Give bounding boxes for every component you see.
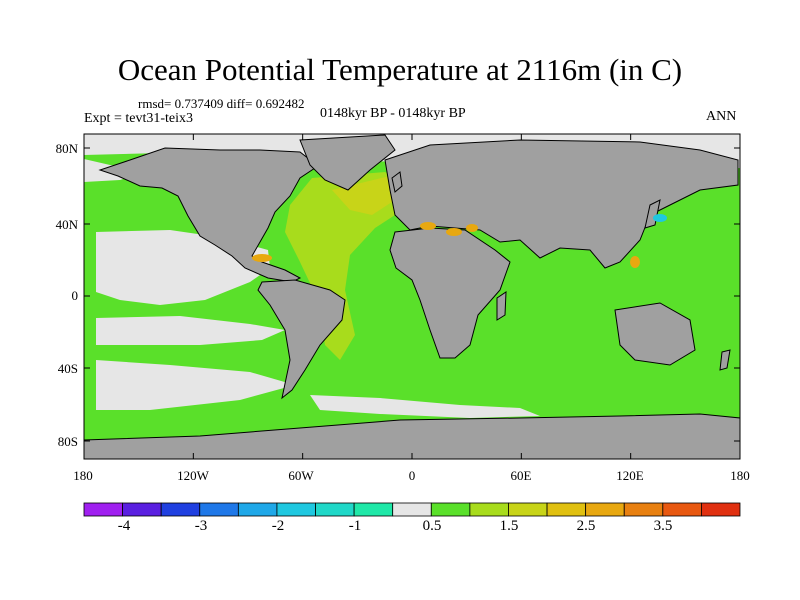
lon-label-180e: 180 bbox=[730, 468, 750, 483]
colorbar-label: 3.5 bbox=[653, 518, 673, 534]
hot-spot bbox=[252, 254, 272, 262]
north-atlantic-warm-region bbox=[332, 176, 398, 215]
colorbar-box bbox=[392, 502, 432, 517]
atlantic-warm-region bbox=[285, 172, 400, 360]
colorbar-label: -1 bbox=[348, 518, 362, 534]
colorbar-box bbox=[701, 502, 741, 517]
colorbar-box bbox=[662, 502, 702, 517]
land-africa bbox=[389, 227, 511, 359]
period-label: 0148kyr BP - 0148kyr BP bbox=[320, 106, 466, 121]
colorbar-label: -2 bbox=[271, 518, 285, 534]
colorbar-box bbox=[199, 502, 239, 517]
near-zero-region bbox=[96, 316, 285, 345]
colorbar-box bbox=[237, 502, 278, 517]
colorbar-box bbox=[276, 502, 316, 517]
colorbar bbox=[83, 502, 741, 517]
lon-label-60w: 60W bbox=[288, 468, 314, 483]
colorbar-box bbox=[160, 502, 201, 517]
land-madagascar bbox=[496, 291, 507, 321]
colorbar-label: 1.5 bbox=[499, 518, 519, 534]
colorbar-box bbox=[315, 502, 355, 517]
lat-label-eq: 0 bbox=[71, 288, 79, 303]
land-new-zealand bbox=[719, 349, 731, 371]
colorbar-box bbox=[83, 502, 123, 517]
land-south-america bbox=[257, 279, 346, 400]
hot-spot bbox=[466, 224, 478, 232]
map-title: Ocean Potential Temperature at 2116m (in… bbox=[117, 52, 683, 87]
lat-label-80n: 80N bbox=[55, 141, 78, 156]
colorbar-label: 2.5 bbox=[576, 518, 596, 534]
experiment-label: Expt = tevt31-teix3 bbox=[84, 111, 193, 126]
hot-spot bbox=[420, 222, 436, 230]
colorbar-label: -3 bbox=[194, 518, 208, 534]
colorbar-box bbox=[353, 502, 394, 517]
colorbar-box bbox=[469, 502, 509, 517]
hot-spot bbox=[446, 228, 462, 236]
season-label: ANN bbox=[706, 109, 737, 124]
lon-label-60e: 60E bbox=[510, 468, 532, 483]
colorbar-box bbox=[623, 502, 664, 517]
colorbar-box bbox=[546, 502, 587, 517]
near-zero-region bbox=[96, 258, 175, 272]
near-zero-region bbox=[96, 360, 295, 410]
hot-spot bbox=[630, 256, 640, 268]
land-australia bbox=[614, 302, 696, 366]
cold-spot bbox=[653, 214, 667, 222]
stats-line: rmsd= 0.737409 diff= 0.692482 bbox=[138, 96, 305, 111]
land-japan bbox=[644, 199, 661, 229]
land-greenland bbox=[299, 134, 396, 191]
lat-label-40n: 40N bbox=[55, 217, 78, 232]
lon-label-120w: 120W bbox=[177, 468, 209, 483]
lat-label-80s: 80S bbox=[57, 434, 78, 449]
colorbar-box bbox=[508, 502, 548, 517]
map-ticks bbox=[83, 134, 741, 459]
colorbar-box bbox=[122, 502, 162, 517]
lon-label-0: 0 bbox=[408, 468, 416, 483]
map-field bbox=[83, 133, 741, 460]
lon-label-180w: 180 bbox=[73, 468, 93, 483]
lat-label-40s: 40S bbox=[57, 361, 78, 376]
lon-label-120e: 120E bbox=[616, 468, 644, 483]
colorbar-box bbox=[585, 502, 625, 517]
colorbar-label: 0.5 bbox=[422, 518, 442, 534]
colorbar-box bbox=[430, 502, 471, 517]
land-uk bbox=[391, 171, 403, 193]
near-zero-region bbox=[310, 395, 540, 418]
colorbar-label: -4 bbox=[117, 518, 131, 534]
